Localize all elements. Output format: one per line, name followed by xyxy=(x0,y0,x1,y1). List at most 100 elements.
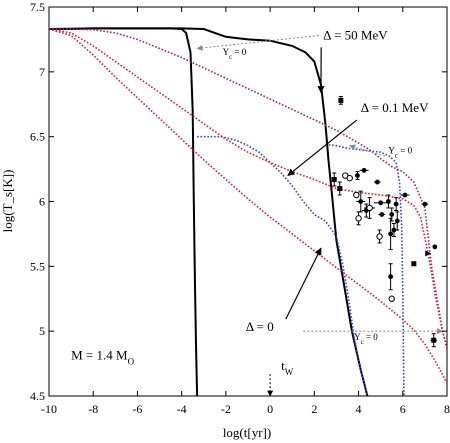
observation-point xyxy=(355,211,362,226)
observation-point xyxy=(386,194,391,209)
observation-point xyxy=(391,223,397,238)
observation-point xyxy=(376,229,383,244)
observation-point xyxy=(353,191,360,199)
marker-circle xyxy=(378,200,384,206)
model-curves xyxy=(49,27,447,396)
observation-points xyxy=(331,95,438,348)
marker-open-circle xyxy=(355,215,362,222)
y-tick-label: 6 xyxy=(39,195,45,209)
observation-point xyxy=(331,172,337,187)
observation-point xyxy=(432,244,438,250)
marker-circle xyxy=(389,212,395,217)
annotation-label: Yc = 0 xyxy=(354,332,378,346)
marker-circle xyxy=(432,244,438,250)
observation-point xyxy=(388,263,394,291)
model-curve-2 xyxy=(49,27,369,396)
annotation: Δ = 0.1 MeV xyxy=(287,100,429,177)
annotation-label: tW xyxy=(281,358,294,377)
observation-point xyxy=(337,181,343,196)
observation-point xyxy=(389,207,395,222)
annotation: tW xyxy=(267,358,294,397)
observation-point xyxy=(374,179,381,185)
annotation-arrow xyxy=(196,35,319,51)
observation-point xyxy=(388,295,395,302)
marker-triangle xyxy=(425,250,432,257)
x-tick-label: -2 xyxy=(221,402,231,416)
y-tick-label: 5.5 xyxy=(30,259,45,273)
annotation: M = 1.4 MO xyxy=(71,348,134,367)
x-tick-label: -10 xyxy=(41,402,57,416)
marker-circle xyxy=(422,201,428,207)
observation-point xyxy=(425,250,432,257)
y-tick-label: 7.5 xyxy=(30,0,45,14)
x-axis-ticks: -10 -8 -6 -4 -2 0 2 4 6 8 xyxy=(41,7,450,416)
marker-circle xyxy=(388,231,394,237)
x-tick-label: 6 xyxy=(400,402,406,416)
marker-circle xyxy=(402,192,408,198)
marker-circle xyxy=(355,173,360,178)
y-tick-label: 4.5 xyxy=(30,389,45,403)
marker-square xyxy=(411,261,417,267)
marker-circle xyxy=(374,179,380,185)
observation-point xyxy=(364,197,376,219)
y-axis-ticks: 4.5 5 5.5 6 6.5 7 7.5 xyxy=(30,0,447,403)
marker-square xyxy=(338,97,344,103)
observation-point xyxy=(400,192,410,198)
observation-point xyxy=(421,201,429,207)
x-tick-label: 2 xyxy=(311,402,317,416)
x-axis-label: log(t[yr]) xyxy=(223,425,271,440)
observation-point xyxy=(338,95,344,105)
marker-circle xyxy=(393,201,399,207)
observation-point xyxy=(374,200,388,206)
y-tick-label: 5 xyxy=(39,324,45,338)
observation-point xyxy=(378,212,386,217)
model-curve-5 xyxy=(49,28,447,349)
annotation-label: Δ = 50 MeV xyxy=(323,27,388,42)
annotation-label: Yc = 0 xyxy=(223,47,247,61)
annotation-arrow xyxy=(287,119,358,177)
annotations: Δ = 50 MeV Δ = 0.1 MeV Δ = 0 M = 1.4 MO tW Yc… xyxy=(71,27,444,397)
marker-circle xyxy=(386,199,391,204)
annotation: Δ = 50 MeV xyxy=(317,27,388,94)
marker-circle xyxy=(394,218,400,224)
marker-open-circle xyxy=(388,295,395,302)
model-curve-7 xyxy=(49,28,447,384)
marker-square xyxy=(431,337,437,343)
annotation-label: Δ = 0 xyxy=(246,319,274,334)
marker-circle xyxy=(361,167,367,173)
marker-square xyxy=(331,176,337,182)
observation-point xyxy=(393,197,399,212)
model-curve-1 xyxy=(49,27,199,396)
observation-point xyxy=(346,174,353,182)
observation-point xyxy=(359,167,369,173)
marker-circle xyxy=(358,199,364,204)
model-curve-4 xyxy=(325,143,405,396)
model-curve-3 xyxy=(197,135,369,396)
annotation: Yc = 0 xyxy=(349,144,413,160)
annotation-label: Δ = 0.1 MeV xyxy=(361,100,429,115)
y-tick-label: 7 xyxy=(39,65,45,79)
observation-point xyxy=(411,261,417,267)
x-tick-label: 4 xyxy=(356,402,362,416)
x-tick-label: 0 xyxy=(267,402,273,416)
annotation-label: Yc = 0 xyxy=(388,146,412,160)
x-tick-label: 8 xyxy=(444,402,450,416)
x-tick-label: -6 xyxy=(132,402,142,416)
annotation-arrow xyxy=(349,144,386,157)
marker-open-circle xyxy=(366,204,373,212)
marker-circle xyxy=(388,274,394,280)
annotation-label: M = 1.4 MO xyxy=(71,348,134,367)
x-tick-label: -4 xyxy=(177,402,187,416)
marker-open-circle xyxy=(353,191,360,199)
model-curve-6 xyxy=(49,28,447,349)
annotation: Δ = 0 xyxy=(246,247,322,334)
marker-open-circle xyxy=(346,174,353,182)
marker-square xyxy=(337,186,343,192)
marker-circle xyxy=(379,212,385,217)
marker-circle xyxy=(391,227,397,233)
observation-point xyxy=(430,333,438,348)
annotation-arrow xyxy=(285,247,322,320)
y-axis-label: log(T_s[K]) xyxy=(0,170,15,233)
x-tick-label: -8 xyxy=(88,402,98,416)
